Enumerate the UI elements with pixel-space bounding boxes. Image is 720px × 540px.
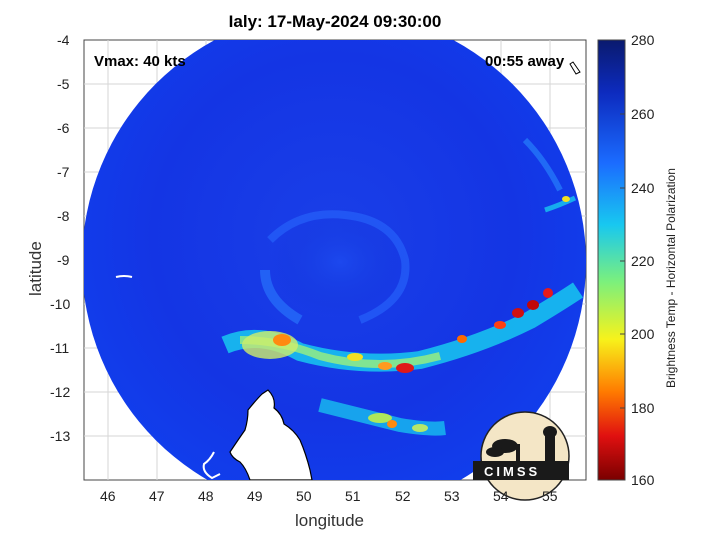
vmax-label: Vmax: 40 kts <box>94 53 186 70</box>
colorbar-tick: 260 <box>631 106 655 122</box>
x-tick: 46 <box>100 488 116 504</box>
y-tick: -11 <box>50 340 70 356</box>
y-tick: -8 <box>57 208 70 224</box>
x-tick: 54 <box>493 488 509 504</box>
y-tick: -6 <box>57 120 70 136</box>
cimss-logo <box>473 411 570 501</box>
x-tick: 48 <box>198 488 214 504</box>
y-tick: -5 <box>57 76 70 92</box>
y-tick: -10 <box>50 296 71 312</box>
x-tick: 47 <box>149 488 165 504</box>
x-tick: 52 <box>395 488 411 504</box>
y-tick: -12 <box>50 384 71 400</box>
colorbar <box>597 39 626 481</box>
colorbar-ticks <box>620 113 625 409</box>
colorbar-tick: 160 <box>631 472 655 488</box>
time-away-label: 00:55 away <box>485 53 565 70</box>
logo-text: CIMSS <box>484 464 541 479</box>
y-tick: -7 <box>57 164 70 180</box>
y-tick: -13 <box>50 428 71 444</box>
colorbar-tick: 180 <box>631 400 655 416</box>
chart-title: Ialy: 17-May-2024 09:30:00 <box>228 12 442 31</box>
colorbar-tick: 280 <box>631 32 655 48</box>
x-axis-label: longitude <box>295 511 365 530</box>
y-axis-label: latitude <box>26 241 45 296</box>
x-tick: 49 <box>247 488 263 504</box>
x-tick: 53 <box>444 488 460 504</box>
colorbar-tick: 220 <box>631 253 655 269</box>
colorbar-label: Brightness Temp - Horizontal Polarizatio… <box>664 168 678 388</box>
cursor-icon <box>569 61 581 75</box>
x-tick: 55 <box>542 488 558 504</box>
x-tick: 50 <box>296 488 312 504</box>
colorbar-tick: 240 <box>631 180 655 196</box>
y-tick: -4 <box>57 32 70 48</box>
y-tick: -9 <box>57 252 70 268</box>
microwave-swath <box>84 40 586 480</box>
colorbar-tick: 200 <box>631 326 655 342</box>
x-tick: 51 <box>345 488 361 504</box>
